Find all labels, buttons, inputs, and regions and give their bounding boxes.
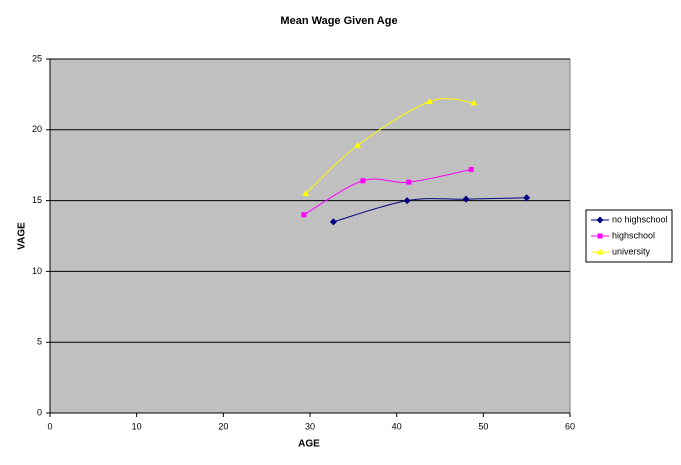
- x-tick-label: 30: [305, 421, 315, 431]
- y-tick-label: 5: [37, 337, 42, 347]
- x-tick-label: 10: [132, 421, 142, 431]
- legend-label: university: [612, 246, 651, 256]
- marker: [302, 190, 310, 197]
- legend-marker: [596, 248, 604, 255]
- marker: [426, 97, 434, 104]
- y-axis-label: VAGE: [17, 222, 28, 250]
- x-tick-label: 0: [47, 421, 52, 431]
- series-line: [303, 168, 472, 216]
- y-tick-label: 25: [32, 53, 42, 63]
- marker: [406, 179, 412, 185]
- marker: [329, 218, 337, 226]
- series-line: [305, 98, 474, 194]
- marker: [470, 99, 478, 106]
- plot-area: [49, 58, 571, 414]
- x-tick-label: 50: [478, 421, 488, 431]
- legend-marker: [596, 216, 604, 224]
- x-tick-label: 40: [392, 421, 402, 431]
- marker: [403, 197, 411, 205]
- x-tick-label: 60: [565, 421, 575, 431]
- chart-title: Mean Wage Given Age: [280, 15, 397, 27]
- y-tick-label: 0: [37, 407, 42, 417]
- x-axis-label: AGE: [298, 439, 320, 450]
- legend-marker: [597, 233, 603, 239]
- marker: [523, 194, 531, 202]
- y-tick-label: 15: [32, 195, 42, 205]
- legend-label: no highschool: [612, 214, 668, 224]
- x-tick-label: 20: [218, 421, 228, 431]
- series-line: [333, 197, 527, 223]
- marker: [468, 166, 474, 172]
- y-tick-label: 10: [32, 266, 42, 276]
- marker: [462, 195, 470, 203]
- legend-label: highschool: [612, 230, 655, 240]
- marker: [301, 212, 307, 218]
- marker: [360, 178, 366, 184]
- marker: [354, 141, 362, 148]
- y-tick-label: 20: [32, 124, 42, 134]
